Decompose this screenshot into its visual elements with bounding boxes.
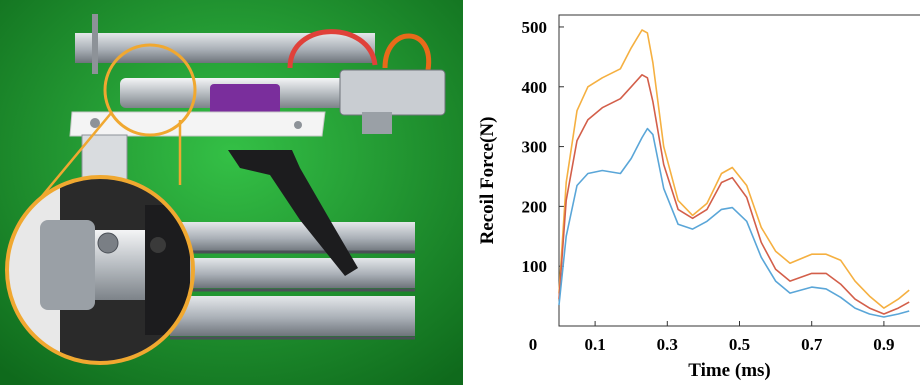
- zoom-callout-circle: [5, 175, 195, 365]
- y-tick-label: 400: [522, 78, 548, 97]
- x-tick-label: 0.5: [729, 335, 750, 354]
- y-tick-label: 300: [522, 138, 548, 157]
- small-callout-circle: [103, 43, 197, 137]
- x-axis-title: Time (ms): [688, 360, 771, 381]
- lower-rail-1: [170, 222, 415, 252]
- purple-bracket: [210, 84, 280, 120]
- x-tick-label: 0.1: [584, 335, 605, 354]
- y-tick-label: 200: [522, 197, 548, 216]
- series-line-1: [558, 29, 910, 309]
- white-plate: [69, 111, 326, 137]
- recoil-force-chart: 100 200 300 400 500 0 0.1 0.3 0.5 0.7 0.9 Time (m…: [463, 0, 920, 385]
- recoil-test-rig-photo: [0, 0, 463, 385]
- series-line-2: [558, 74, 910, 315]
- x-tick-label: 0: [529, 335, 538, 354]
- plot-frame: [558, 14, 920, 327]
- red-air-tube: [287, 29, 378, 69]
- tick-marks: [559, 26, 885, 326]
- y-tick-label: 100: [522, 257, 548, 276]
- photo-illustration: [0, 0, 463, 385]
- series-line-3: [558, 127, 910, 318]
- lower-rail-2: [170, 258, 415, 288]
- lower-rail-3: [170, 296, 415, 336]
- valve-block: [339, 69, 446, 116]
- y-tick-labels: 100 200 300 400 500: [522, 18, 548, 276]
- trigger-grip: [228, 150, 358, 276]
- chart-svg: 100 200 300 400 500 0 0.1 0.3 0.5 0.7 0.9 Time (m…: [477, 14, 920, 381]
- y-tick-label: 500: [522, 18, 548, 37]
- orange-air-tube: [382, 33, 432, 71]
- x-tick-labels: 0 0.1 0.3 0.5 0.7 0.9: [529, 335, 895, 354]
- x-tick-label: 0.3: [657, 335, 678, 354]
- y-axis-title: Recoil Force(N): [477, 117, 498, 245]
- x-tick-label: 0.7: [801, 335, 823, 354]
- series-lines: [558, 29, 910, 318]
- top-rail: [75, 33, 375, 63]
- x-tick-label: 0.9: [873, 335, 894, 354]
